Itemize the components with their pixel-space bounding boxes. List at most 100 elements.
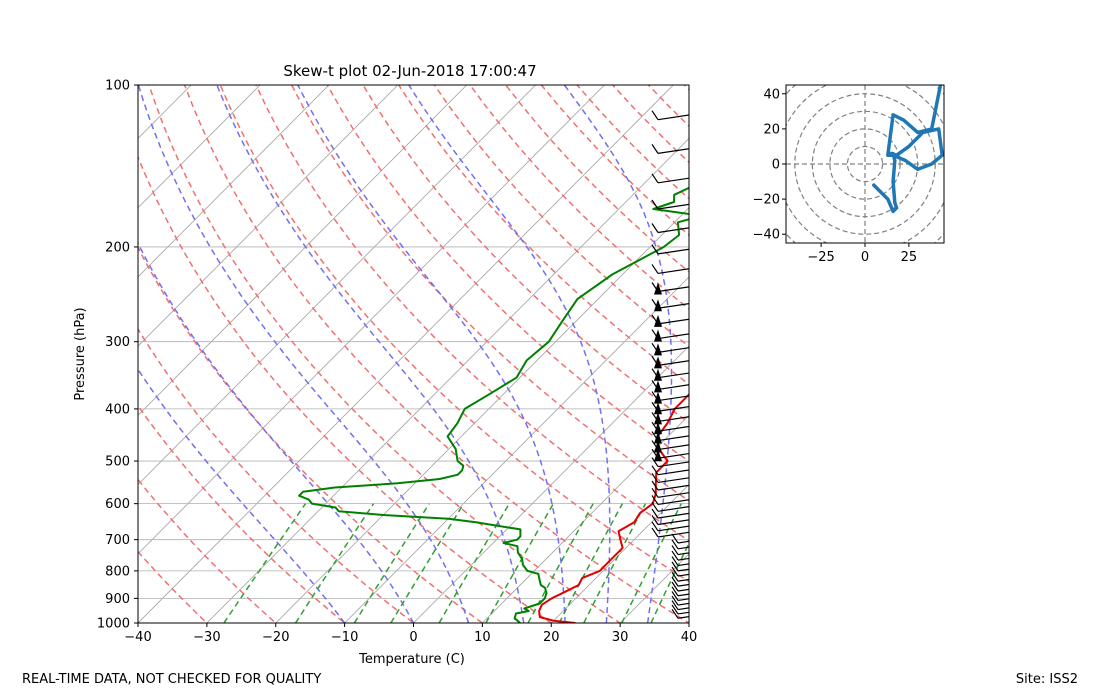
wind-barb bbox=[677, 616, 689, 619]
sounding-profiles bbox=[298, 186, 689, 623]
wind-barb bbox=[677, 583, 689, 587]
wind-barb-flag bbox=[651, 264, 659, 274]
wind-barb-pennant bbox=[654, 329, 662, 342]
wind-barb-flag bbox=[671, 581, 679, 592]
hodograph-line bbox=[872, 85, 944, 214]
wind-barb bbox=[677, 563, 689, 567]
wind-barb-pennant bbox=[654, 368, 662, 381]
y-tick-label: 1000 bbox=[97, 617, 130, 632]
y-axis-label: Pressure (hPa) bbox=[73, 307, 88, 400]
wind-barb bbox=[677, 568, 689, 572]
mixing-ratio-line bbox=[485, 503, 555, 623]
mixing-ratio-line bbox=[438, 503, 510, 623]
hodograph-y-tick-label: 0 bbox=[772, 158, 780, 173]
wind-barb bbox=[657, 484, 689, 491]
skewt-plot-area bbox=[0, 85, 689, 623]
x-tick-label: 30 bbox=[612, 630, 629, 645]
wind-barb-pennant bbox=[654, 412, 662, 425]
hodograph-area bbox=[786, 85, 944, 243]
moist-adiabat bbox=[138, 368, 346, 623]
mixing-ratio-line bbox=[294, 503, 375, 623]
hodograph-x-tick-label: 25 bbox=[901, 250, 918, 265]
isotherm-line bbox=[138, 85, 330, 278]
moist-adiabat bbox=[138, 85, 470, 623]
wind-barb-flag bbox=[651, 110, 659, 121]
wind-barb-flag bbox=[651, 515, 659, 525]
wind-barb bbox=[657, 227, 689, 234]
moist-adiabat bbox=[216, 85, 525, 623]
moist-adiabat bbox=[563, 85, 673, 623]
wind-barb bbox=[657, 318, 689, 325]
wind-barb-flag bbox=[671, 595, 679, 606]
isotherm-line bbox=[344, 276, 689, 623]
wind-barb bbox=[657, 461, 689, 468]
isotherm-line bbox=[138, 85, 261, 209]
wind-barb-flag bbox=[651, 465, 659, 475]
mixing-ratio-line bbox=[621, 503, 682, 623]
x-tick-label: −20 bbox=[262, 630, 289, 645]
x-tick-label: −30 bbox=[193, 630, 220, 645]
hodograph-y-tick-label: 40 bbox=[763, 87, 780, 102]
wind-barb-flag bbox=[651, 508, 659, 519]
x-tick-label: −10 bbox=[331, 630, 358, 645]
y-tick-label: 200 bbox=[105, 240, 130, 255]
moist-adiabat bbox=[297, 85, 566, 623]
isotherm-line bbox=[138, 85, 536, 486]
wind-barb bbox=[677, 578, 689, 582]
wind-barb bbox=[677, 588, 689, 592]
wind-barb bbox=[677, 573, 689, 577]
wind-barb-pennant bbox=[654, 282, 662, 295]
wind-barb-flag bbox=[671, 533, 679, 544]
x-tick-label: 20 bbox=[543, 630, 560, 645]
wind-barb-flag bbox=[671, 600, 679, 610]
x-tick-label: −40 bbox=[124, 630, 151, 645]
wind-barb bbox=[657, 444, 689, 451]
hodograph-rings bbox=[786, 85, 944, 243]
y-tick-label: 800 bbox=[105, 564, 130, 579]
mixing-ratio-line bbox=[353, 503, 430, 623]
wind-barb-pennant bbox=[654, 356, 662, 369]
dry-adiabat bbox=[647, 85, 689, 128]
wind-barb bbox=[657, 347, 689, 353]
wind-barb bbox=[657, 333, 689, 340]
wind-barb-flag bbox=[671, 608, 679, 619]
dry-adiabat bbox=[138, 327, 415, 623]
wind-barb bbox=[657, 469, 689, 476]
wind-barb bbox=[657, 148, 689, 154]
wind-barb bbox=[657, 506, 689, 512]
hodograph-y-tick-label: −20 bbox=[753, 193, 780, 208]
isotherm-line bbox=[138, 85, 605, 555]
wind-barb-flag bbox=[671, 591, 679, 601]
wind-barb bbox=[657, 452, 689, 459]
dry-adiabat bbox=[576, 85, 689, 200]
isotherm-line bbox=[138, 85, 399, 347]
mixing-ratio-line bbox=[583, 503, 647, 623]
wind-barb bbox=[657, 425, 689, 432]
y-tick-label: 300 bbox=[105, 335, 130, 350]
x-axis-ticks: −40 −30 −20 −10 0 10 20 30 40 bbox=[124, 623, 697, 645]
wind-barb-pennant bbox=[654, 440, 662, 453]
moist-adiabat bbox=[688, 618, 689, 623]
wind-barb-flag bbox=[651, 144, 659, 154]
wind-barb-flag bbox=[671, 539, 679, 550]
isotherm-line bbox=[482, 414, 689, 623]
wind-barb bbox=[657, 525, 689, 532]
wind-barb bbox=[677, 607, 689, 611]
wind-barb bbox=[677, 598, 689, 602]
wind-barb bbox=[657, 395, 689, 402]
isotherm-line bbox=[0, 85, 122, 623]
dry-adiabat bbox=[138, 245, 484, 623]
wind-barb-flag bbox=[651, 223, 659, 233]
wind-barb bbox=[677, 540, 689, 544]
mixing-ratio-line bbox=[390, 503, 465, 623]
dry-adiabat bbox=[291, 85, 689, 502]
wind-barb bbox=[657, 372, 689, 379]
wind-barb-pennant bbox=[654, 343, 662, 356]
wind-barb-flag bbox=[671, 566, 679, 577]
moist-adiabat bbox=[408, 85, 611, 623]
wind-barb bbox=[657, 435, 689, 442]
x-tick-label: 0 bbox=[409, 630, 417, 645]
wind-barb bbox=[657, 531, 689, 538]
chart-title: Skew-t plot 02-Jun-2018 17:00:47 bbox=[283, 62, 536, 80]
dry-adiabat bbox=[505, 85, 689, 273]
